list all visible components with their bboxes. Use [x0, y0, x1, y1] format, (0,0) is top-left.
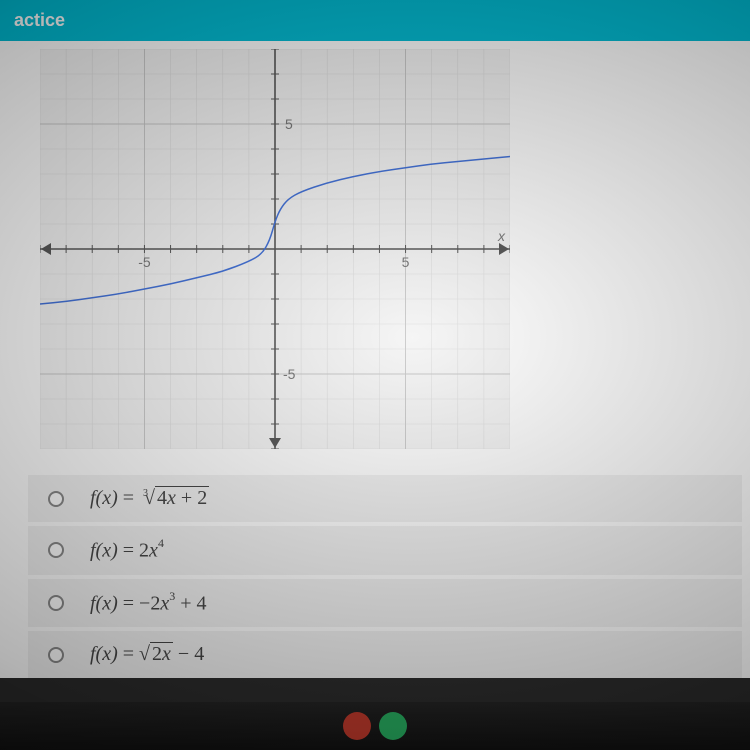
radio-icon[interactable]	[48, 595, 64, 611]
svg-text:5: 5	[285, 116, 293, 132]
header-title: actice	[14, 10, 65, 30]
taskbar-app-icon-2[interactable]	[379, 712, 407, 740]
radio-icon[interactable]	[48, 491, 64, 507]
answer-option-3[interactable]: f(x) = −2x3 + 4	[28, 579, 742, 628]
answer-label-2: f(x) = 2x4	[90, 538, 164, 563]
radio-icon[interactable]	[48, 647, 64, 663]
svg-text:-5: -5	[138, 254, 151, 270]
answer-option-4[interactable]: f(x) = √2x − 4	[28, 631, 742, 678]
answer-option-1[interactable]: f(x) = 3√4x + 2	[28, 475, 742, 522]
answer-label-4: f(x) = √2x − 4	[90, 643, 204, 666]
function-graph: -5 5 5 -5 x	[40, 49, 510, 449]
svg-text:5: 5	[402, 254, 410, 270]
content-panel: -5 5 5 -5 x f(x) = 3√4x + 2 f(x) = 2x4 f(x) …	[0, 41, 750, 678]
answer-list: f(x) = 3√4x + 2 f(x) = 2x4 f(x) = −2x3 +…	[28, 475, 742, 678]
svg-text:-5: -5	[283, 366, 296, 382]
answer-label-3: f(x) = −2x3 + 4	[90, 591, 207, 616]
taskbar-app-icon-1[interactable]	[343, 712, 371, 740]
answer-option-2[interactable]: f(x) = 2x4	[28, 526, 742, 575]
chart-container: -5 5 5 -5 x	[0, 41, 750, 457]
answer-label-1: f(x) = 3√4x + 2	[90, 487, 209, 510]
svg-text:x: x	[497, 228, 506, 244]
radio-icon[interactable]	[48, 542, 64, 558]
taskbar	[0, 702, 750, 750]
page-header: actice	[0, 0, 750, 41]
